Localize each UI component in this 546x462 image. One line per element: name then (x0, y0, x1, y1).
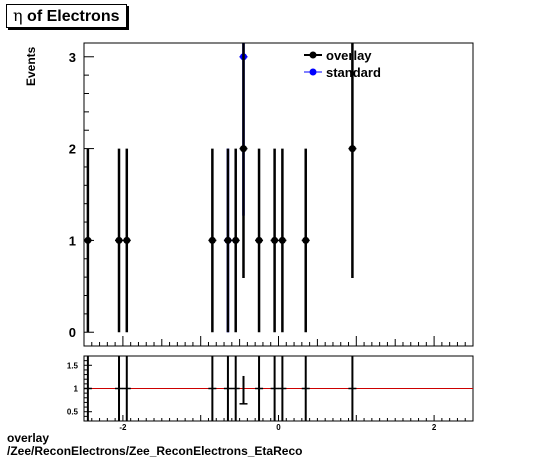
point-overlay (278, 236, 286, 244)
main-data-layer (83, 43, 357, 333)
y-tick-label: 3 (69, 50, 76, 65)
ratio-x-tick-label: -2 (119, 423, 127, 432)
point-overlay (302, 236, 310, 244)
legend-label-standard: standard (326, 65, 381, 80)
point-overlay (208, 236, 216, 244)
point-overlay (271, 236, 279, 244)
footer-line-2: /Zee/ReconElectrons/Zee_ReconElectrons_E… (7, 444, 303, 458)
ratio-x-tick-label: 2 (432, 423, 437, 432)
ratio-y-tick-label: 1.5 (67, 361, 79, 370)
ratio-x-tick-label: 0 (276, 423, 281, 432)
y-axis-label: Events (24, 46, 38, 86)
main-plot-frame (83, 42, 474, 347)
footer-line-1: overlay (7, 431, 50, 445)
y-tick-label: 1 (69, 233, 76, 248)
point-overlay (348, 145, 356, 153)
ratio-y-tick-label: 0.5 (67, 408, 79, 417)
point-overlay (84, 236, 92, 244)
y-tick-label: 0 (69, 325, 76, 340)
point-overlay (232, 236, 240, 244)
y-tick-label: 2 (69, 142, 76, 157)
point-overlay (123, 236, 131, 244)
point-overlay (224, 236, 232, 244)
legend-marker-standard (309, 68, 317, 76)
title-eta-symbol: η (13, 6, 23, 25)
ratio-y-tick-label: 1 (74, 385, 79, 394)
legend-label-overlay: overlay (326, 48, 372, 63)
legend-marker-overlay (309, 51, 317, 59)
point-overlay (239, 145, 247, 153)
point-overlay (115, 236, 123, 244)
point-overlay (255, 236, 263, 244)
title-text: of Electrons (22, 8, 120, 25)
chart-title: η of Electrons (6, 4, 127, 28)
